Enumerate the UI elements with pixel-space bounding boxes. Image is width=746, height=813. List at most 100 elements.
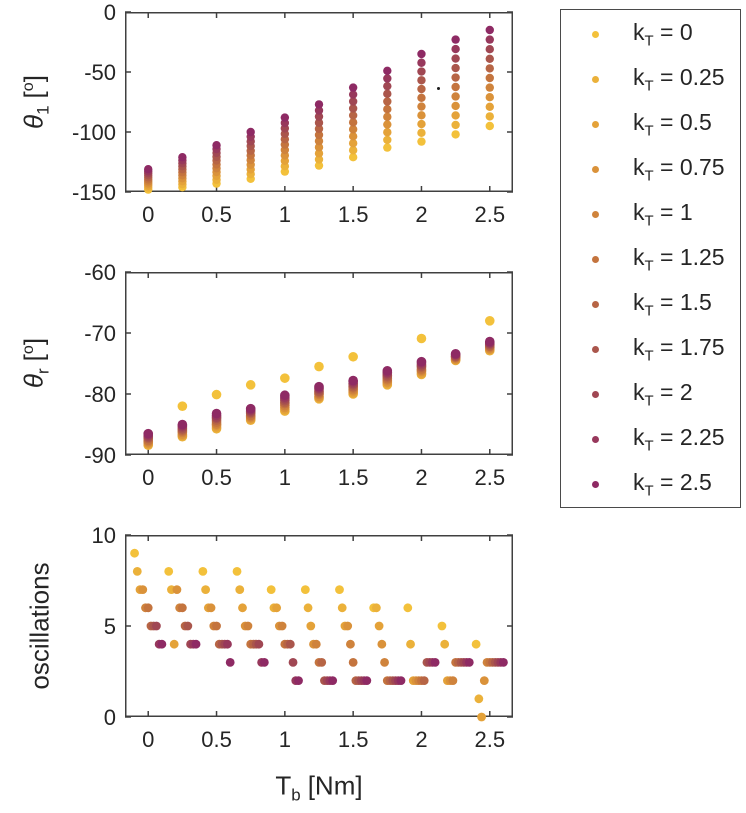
data-point — [450, 348, 461, 359]
data-point — [314, 124, 324, 134]
data-point — [314, 361, 324, 372]
x-tick-label: 2 — [415, 202, 427, 227]
data-point — [235, 585, 245, 594]
data-point — [383, 120, 392, 129]
data-point — [143, 428, 154, 439]
data-point — [348, 351, 358, 362]
data-point — [314, 161, 324, 170]
data-point — [417, 111, 426, 120]
data-point — [464, 658, 474, 667]
data-point — [348, 125, 358, 134]
data-point — [198, 567, 208, 576]
legend-marker-dot — [592, 391, 599, 398]
data-point — [280, 373, 290, 383]
data-point — [206, 603, 216, 613]
legend-marker-dot — [592, 301, 599, 308]
legend-marker-dot — [592, 166, 599, 173]
data-point — [314, 118, 324, 127]
data-point — [430, 658, 440, 667]
data-point — [314, 149, 324, 158]
data-point — [346, 639, 355, 649]
data-point — [383, 89, 392, 99]
data-point — [285, 639, 295, 649]
data-point — [485, 35, 494, 44]
legend-marker-dot — [592, 76, 599, 83]
data-point — [311, 639, 321, 649]
data-point — [130, 548, 139, 558]
data-point — [177, 401, 188, 411]
x-tick-label: 0 — [142, 465, 154, 490]
legend-box: kT = 0 kT = 0.25 kT = 0.5 kT = 0.75 kT = 1 kT… — [560, 9, 741, 508]
y-tick-label: 0 — [104, 0, 116, 25]
legend-marker-dot — [592, 436, 599, 443]
scatter-plot-oscillations: 0 0.5 1 1.5 2 2.5 0 5 10 — [92, 523, 513, 752]
plot-canvas-thetar: 0 0.5 1 1.5 2 2.5 -60 -70 -80 -90 — [84, 260, 513, 490]
data-point — [417, 67, 426, 76]
data-point — [477, 712, 486, 722]
data-point — [383, 74, 392, 83]
y-tick-label: -80 — [84, 382, 116, 407]
thetar-subscript: r — [33, 368, 53, 374]
data-point — [266, 585, 276, 594]
legend-entry-label: kT = 2.5 — [633, 469, 712, 500]
unit-bracket-close: ] — [18, 75, 49, 83]
data-point — [406, 639, 415, 649]
data-point — [451, 130, 460, 139]
legend-entry-label: kT = 0.75 — [633, 154, 725, 185]
data-point — [306, 621, 316, 631]
data-point — [303, 603, 313, 613]
y-tick-label: 5 — [104, 614, 116, 639]
data-point — [211, 389, 222, 400]
data-point — [451, 63, 460, 73]
data-point — [485, 93, 494, 102]
x-tick-label: 2.5 — [474, 465, 505, 490]
data-point — [300, 585, 310, 594]
x-tick-label: 1.5 — [338, 727, 369, 752]
data-point — [348, 118, 358, 127]
degree-symbol: o — [18, 82, 37, 92]
oscillations-label-text: oscillations — [24, 562, 55, 690]
legend-entry-label: kT = 0.25 — [633, 64, 725, 95]
data-point — [484, 336, 495, 347]
data-point — [485, 54, 494, 63]
data-point — [448, 676, 458, 685]
legend-entry-label: kT = 1.5 — [633, 289, 712, 320]
data-point — [485, 73, 494, 83]
data-point — [277, 621, 287, 631]
plot-canvas-theta1: 0 0.5 1 1.5 2 2.5 0 -50 -100 -150 — [72, 0, 513, 227]
legend-entry: kT = 0.25 — [561, 57, 740, 102]
data-point — [485, 83, 494, 92]
y-axis-label-thetar: θr [o] — [18, 338, 53, 388]
data-point — [383, 135, 392, 145]
data-point — [374, 621, 384, 631]
data-point — [272, 603, 282, 613]
legend-entry: kT = 0.5 — [561, 102, 740, 147]
data-point — [348, 375, 358, 386]
y-tick-label: -150 — [72, 180, 116, 205]
data-point — [451, 73, 460, 82]
data-point — [178, 153, 187, 162]
x-tick-label: 1 — [279, 202, 291, 227]
x-tick-label: 0 — [142, 727, 154, 752]
data-point — [417, 76, 426, 85]
data-point — [348, 658, 358, 667]
plot-canvas-osc: 0 0.5 1 1.5 2 2.5 0 5 10 — [92, 523, 513, 752]
data-point — [343, 621, 353, 631]
x-tick-label: 0.5 — [201, 727, 232, 752]
torque-symbol: T — [275, 770, 292, 801]
x-tick-label: 0 — [142, 202, 154, 227]
data-point — [314, 136, 324, 146]
y-tick-label: 0 — [104, 705, 116, 730]
data-point — [138, 585, 148, 594]
legend-marker-dot — [592, 211, 599, 218]
unit-bracket-open: [ — [18, 354, 49, 362]
data-point — [485, 25, 494, 35]
x-tick-label: 2 — [415, 465, 427, 490]
x-tick-label: 2.5 — [474, 202, 505, 227]
data-point — [335, 585, 344, 594]
data-point — [314, 143, 324, 152]
data-point — [288, 658, 298, 667]
x-tick-label: 1 — [279, 727, 291, 752]
data-point — [362, 676, 372, 685]
data-point — [451, 111, 460, 120]
